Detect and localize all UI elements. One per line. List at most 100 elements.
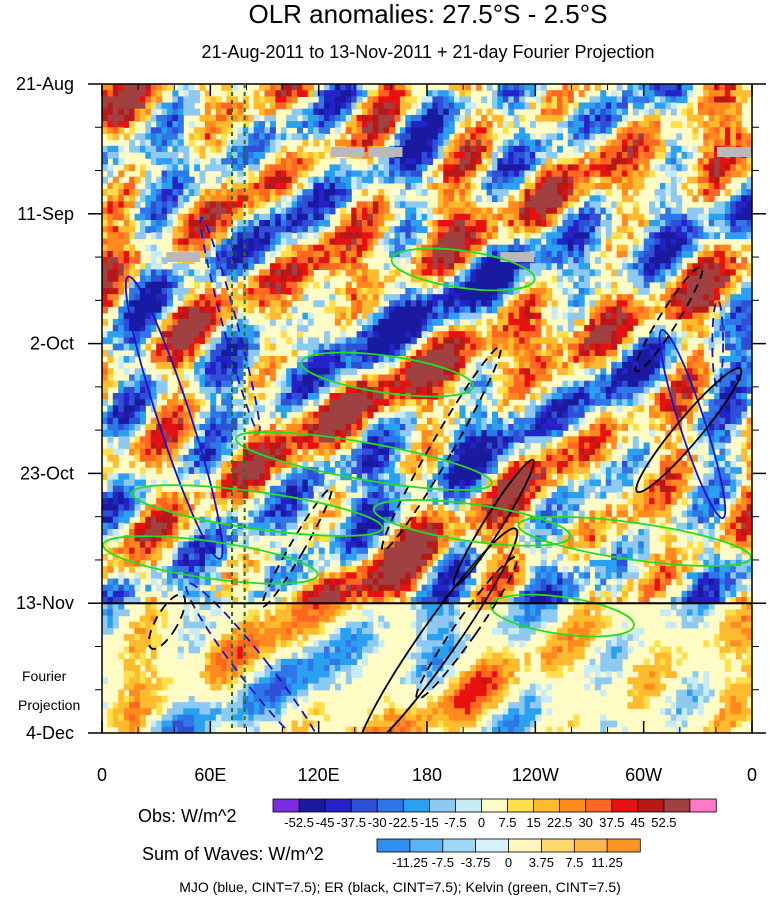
field-cell <box>535 182 542 190</box>
field-cell <box>167 127 173 135</box>
field-cell <box>643 96 650 104</box>
field-cell <box>334 96 341 104</box>
field-cell <box>177 213 184 221</box>
field-cell <box>237 220 244 227</box>
field-cell <box>150 318 157 326</box>
field-cell <box>129 337 136 345</box>
field-cell <box>194 362 201 369</box>
field-cell <box>578 121 585 128</box>
field-cell <box>659 269 666 277</box>
field-cell <box>145 201 152 209</box>
field-cell <box>497 386 504 394</box>
field-cell <box>714 257 721 264</box>
field-cell <box>692 281 699 289</box>
field-cell <box>329 96 336 104</box>
field-cell <box>264 244 271 252</box>
field-cell <box>546 374 553 382</box>
field-cell <box>134 368 141 376</box>
field-cell <box>275 96 282 104</box>
field-cell <box>492 257 498 264</box>
field-cell <box>654 257 661 264</box>
field-cell <box>259 170 266 178</box>
field-cell <box>497 306 504 314</box>
field-cell <box>486 331 493 338</box>
field-cell <box>237 108 244 116</box>
field-cell <box>340 386 347 394</box>
field-cell <box>410 145 417 153</box>
field-cell <box>297 201 303 209</box>
field-cell <box>594 257 601 264</box>
field-cell <box>253 405 260 413</box>
field-cell <box>443 343 450 351</box>
field-cell <box>112 300 119 308</box>
field-cell <box>297 288 303 295</box>
field-cell <box>378 170 385 178</box>
field-cell <box>372 121 379 128</box>
field-cell <box>508 393 515 400</box>
field-cell <box>427 139 433 147</box>
field-cell <box>280 170 287 178</box>
field-cell <box>307 263 314 270</box>
field-cell <box>237 349 244 357</box>
field-cell <box>221 195 228 203</box>
field-cell <box>280 257 287 264</box>
field-cell <box>481 176 488 184</box>
field-cell <box>481 275 488 283</box>
field-cell <box>259 281 266 289</box>
field-cell <box>259 139 266 147</box>
field-cell <box>464 189 471 196</box>
field-cell <box>167 201 173 209</box>
field-cell <box>199 250 206 258</box>
field-cell <box>177 281 184 289</box>
field-cell <box>741 318 748 326</box>
field-cell <box>307 269 314 277</box>
field-cell <box>416 325 423 332</box>
field-cell <box>134 288 141 295</box>
field-cell <box>600 176 607 184</box>
field-cell <box>687 220 693 227</box>
field-cell <box>378 164 385 172</box>
field-cell <box>697 356 704 363</box>
field-cell <box>107 374 114 382</box>
field-cell <box>345 343 352 351</box>
field-cell <box>741 306 748 314</box>
field-cell <box>497 213 504 221</box>
field-cell <box>199 127 206 135</box>
field-cell <box>399 356 406 363</box>
field-cell <box>459 232 466 240</box>
field-cell <box>448 331 455 338</box>
field-cell <box>654 399 661 406</box>
field-cell <box>139 337 146 345</box>
field-cell <box>519 244 526 252</box>
field-cell <box>714 121 721 128</box>
field-cell <box>649 90 656 97</box>
field-cell <box>156 152 163 159</box>
field-cell <box>340 195 347 203</box>
field-cell <box>519 393 526 400</box>
field-cell <box>535 380 542 388</box>
field-cell <box>188 102 195 110</box>
field-cell <box>318 405 325 413</box>
field-cell <box>567 201 574 209</box>
field-cell <box>697 374 704 382</box>
field-cell <box>329 232 336 240</box>
field-cell <box>654 380 661 388</box>
field-cell <box>405 84 412 91</box>
field-cell <box>291 393 298 400</box>
field-cell <box>253 356 260 363</box>
field-cell <box>443 380 450 388</box>
field-cell <box>676 145 683 153</box>
field-cell <box>416 108 423 116</box>
field-cell <box>183 294 190 301</box>
field-cell <box>594 312 601 320</box>
field-cell <box>269 269 276 277</box>
field-cell <box>724 226 731 233</box>
field-cell <box>627 269 634 277</box>
field-cell <box>123 356 130 363</box>
field-cell <box>600 127 607 135</box>
field-cell <box>129 263 136 270</box>
field-cell <box>416 288 423 295</box>
field-cell <box>600 114 607 122</box>
field-cell <box>632 176 639 184</box>
field-cell <box>681 84 688 91</box>
